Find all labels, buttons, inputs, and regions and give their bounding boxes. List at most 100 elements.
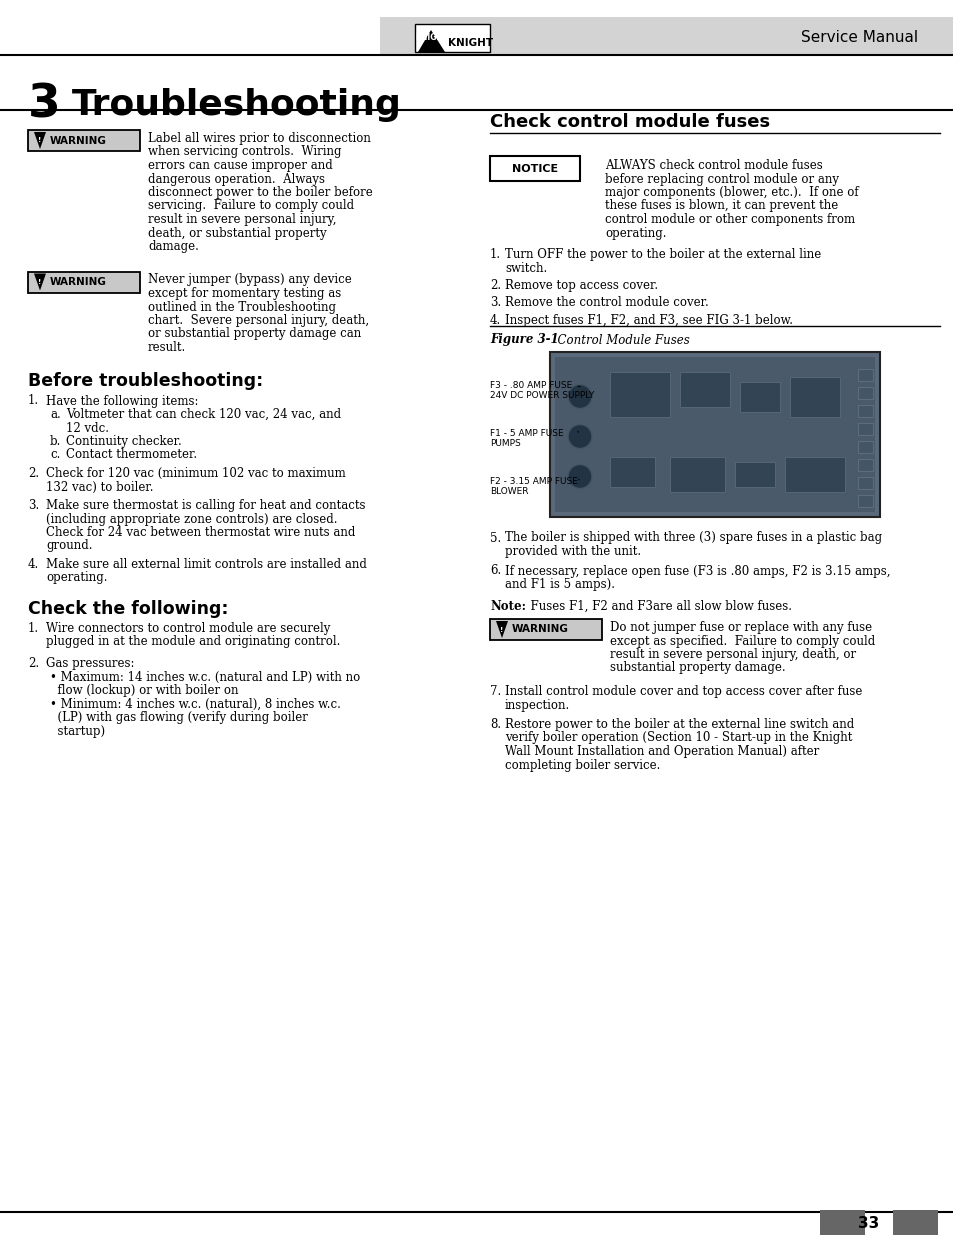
Text: Check for 120 vac (minimum 102 vac to maximum: Check for 120 vac (minimum 102 vac to ma… xyxy=(46,467,345,480)
Bar xyxy=(734,462,774,487)
Text: Label all wires prior to disconnection: Label all wires prior to disconnection xyxy=(148,132,371,144)
Polygon shape xyxy=(496,621,507,638)
Text: Service Manual: Service Manual xyxy=(801,31,918,46)
Text: major components (blower, etc.).  If one of: major components (blower, etc.). If one … xyxy=(604,186,858,199)
Text: 1.: 1. xyxy=(28,394,39,408)
Text: death, or substantial property: death, or substantial property xyxy=(148,226,326,240)
Text: 2.: 2. xyxy=(490,279,500,291)
Text: when servicing controls.  Wiring: when servicing controls. Wiring xyxy=(148,146,341,158)
Text: WARNING: WARNING xyxy=(50,136,107,146)
Text: Control Module Fuses: Control Module Fuses xyxy=(550,333,689,347)
Bar xyxy=(490,156,579,182)
Bar xyxy=(379,17,953,56)
Text: and F1 is 5 amps).: and F1 is 5 amps). xyxy=(504,578,615,592)
Text: errors can cause improper and: errors can cause improper and xyxy=(148,159,333,172)
Text: WARNING: WARNING xyxy=(50,277,107,287)
Text: 3: 3 xyxy=(28,82,61,127)
Polygon shape xyxy=(417,30,444,52)
Text: NOTICE: NOTICE xyxy=(512,163,558,173)
Polygon shape xyxy=(34,132,46,149)
Text: Make sure thermostat is calling for heat and contacts: Make sure thermostat is calling for heat… xyxy=(46,499,365,513)
Text: Contact thermometer.: Contact thermometer. xyxy=(66,448,197,462)
Text: Do not jumper fuse or replace with any fuse: Do not jumper fuse or replace with any f… xyxy=(609,621,871,634)
Text: !: ! xyxy=(500,626,503,632)
Text: 2.: 2. xyxy=(28,467,39,480)
Bar xyxy=(857,422,872,435)
Text: (including appropriate zone controls) are closed.: (including appropriate zone controls) ar… xyxy=(46,513,337,526)
Text: plugged in at the module and originating control.: plugged in at the module and originating… xyxy=(46,636,340,648)
Text: startup): startup) xyxy=(50,725,105,737)
Text: c.: c. xyxy=(50,448,60,462)
Bar xyxy=(857,405,872,416)
Text: • Minimum: 4 inches w.c. (natural), 8 inches w.c.: • Minimum: 4 inches w.c. (natural), 8 in… xyxy=(50,698,340,710)
Text: PUMPS: PUMPS xyxy=(490,440,520,448)
Text: F3 - .80 AMP FUSE: F3 - .80 AMP FUSE xyxy=(490,382,572,390)
Text: WARNING: WARNING xyxy=(512,625,568,635)
Text: operating.: operating. xyxy=(46,572,108,584)
Text: Restore power to the boiler at the external line switch and: Restore power to the boiler at the exter… xyxy=(504,718,853,731)
Text: 5.: 5. xyxy=(490,531,500,545)
Circle shape xyxy=(567,464,592,489)
Text: 33: 33 xyxy=(858,1215,879,1230)
Bar xyxy=(28,272,140,293)
Bar xyxy=(857,368,872,380)
Bar xyxy=(740,382,780,411)
Text: Voltmeter that can check 120 vac, 24 vac, and: Voltmeter that can check 120 vac, 24 vac… xyxy=(66,408,341,421)
Text: Install control module cover and top access cover after fuse: Install control module cover and top acc… xyxy=(504,685,862,698)
Text: 4.: 4. xyxy=(490,314,500,327)
Text: chart.  Severe personal injury, death,: chart. Severe personal injury, death, xyxy=(148,314,369,327)
Text: F1 - 5 AMP FUSE: F1 - 5 AMP FUSE xyxy=(490,430,563,438)
Text: inspection.: inspection. xyxy=(504,699,570,711)
Text: 132 vac) to boiler.: 132 vac) to boiler. xyxy=(46,480,153,494)
Text: KNIGHT: KNIGHT xyxy=(448,38,493,48)
Text: Make sure all external limit controls are installed and: Make sure all external limit controls ar… xyxy=(46,558,367,571)
Text: except as specified.  Failure to comply could: except as specified. Failure to comply c… xyxy=(609,635,874,647)
Text: 1.: 1. xyxy=(490,248,500,261)
Text: disconnect power to the boiler before: disconnect power to the boiler before xyxy=(148,186,373,199)
Bar xyxy=(550,352,879,516)
Text: 7.: 7. xyxy=(490,685,500,698)
Text: or substantial property damage can: or substantial property damage can xyxy=(148,327,361,341)
Bar xyxy=(857,387,872,399)
Bar xyxy=(857,494,872,506)
Circle shape xyxy=(567,384,592,409)
Text: Turn OFF the power to the boiler at the external line: Turn OFF the power to the boiler at the … xyxy=(504,248,821,261)
Bar xyxy=(609,372,669,416)
Bar xyxy=(28,130,140,151)
Text: provided with the unit.: provided with the unit. xyxy=(504,545,640,558)
Bar xyxy=(820,1210,864,1235)
Text: Gas pressures:: Gas pressures: xyxy=(46,657,134,671)
Bar xyxy=(789,377,840,416)
Text: • Maximum: 14 inches w.c. (natural and LP) with no: • Maximum: 14 inches w.c. (natural and L… xyxy=(50,671,360,683)
Text: If necessary, replace open fuse (F3 is .80 amps, F2 is 3.15 amps,: If necessary, replace open fuse (F3 is .… xyxy=(504,564,889,578)
Text: flow (lockup) or with boiler on: flow (lockup) or with boiler on xyxy=(50,684,238,697)
Bar xyxy=(490,619,601,640)
Text: 6.: 6. xyxy=(490,564,500,578)
Text: control module or other components from: control module or other components from xyxy=(604,212,854,226)
Text: completing boiler service.: completing boiler service. xyxy=(504,758,659,772)
Text: Before troubleshooting:: Before troubleshooting: xyxy=(28,373,263,390)
Text: 8.: 8. xyxy=(490,718,500,731)
Text: Figure 3-1: Figure 3-1 xyxy=(490,333,558,347)
Bar xyxy=(857,441,872,452)
Text: servicing.  Failure to comply could: servicing. Failure to comply could xyxy=(148,200,354,212)
Text: Continuity checker.: Continuity checker. xyxy=(66,435,182,448)
Text: ground.: ground. xyxy=(46,540,92,552)
Text: !: ! xyxy=(38,137,42,143)
Text: 3.: 3. xyxy=(490,296,500,310)
Text: 1.: 1. xyxy=(28,622,39,635)
Text: these fuses is blown, it can prevent the: these fuses is blown, it can prevent the xyxy=(604,200,838,212)
Text: 24V DC POWER SUPPLY: 24V DC POWER SUPPLY xyxy=(490,391,594,400)
Circle shape xyxy=(567,425,592,448)
Text: verify boiler operation (Section 10 - Start-up in the Knight: verify boiler operation (Section 10 - St… xyxy=(504,731,851,745)
Text: Wire connectors to control module are securely: Wire connectors to control module are se… xyxy=(46,622,330,635)
Bar xyxy=(784,457,844,492)
Text: 4.: 4. xyxy=(28,558,39,571)
Text: Check control module fuses: Check control module fuses xyxy=(490,112,769,131)
Text: b.: b. xyxy=(50,435,61,448)
Text: 2.: 2. xyxy=(28,657,39,671)
Text: Wall Mount Installation and Operation Manual) after: Wall Mount Installation and Operation Ma… xyxy=(504,745,819,758)
Text: substantial property damage.: substantial property damage. xyxy=(609,662,785,674)
Text: switch.: switch. xyxy=(504,262,547,274)
Text: result in severe personal injury, death, or: result in severe personal injury, death,… xyxy=(609,648,855,661)
